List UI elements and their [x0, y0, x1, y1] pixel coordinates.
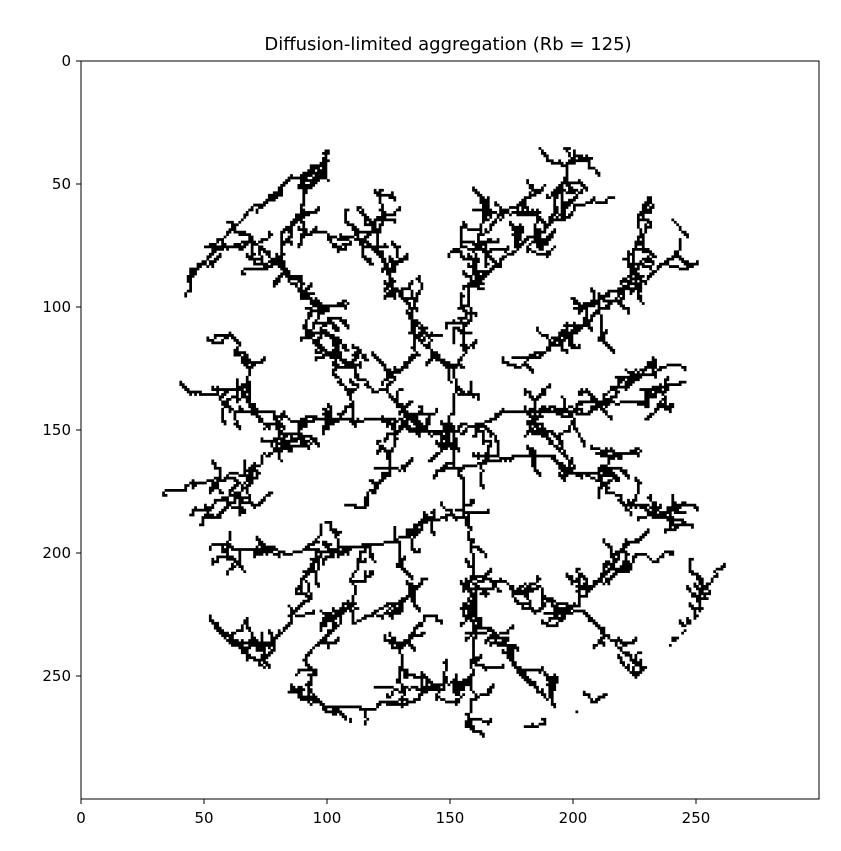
x-tick-label-50: 50 — [194, 809, 213, 827]
x-tick-label-0: 0 — [76, 809, 86, 827]
y-axis: 0 50 100 150 200 250 — [42, 52, 81, 685]
chart-title: Diffusion-limited aggregation (Rb = 125) — [264, 34, 631, 55]
x-tick-label-200: 200 — [559, 809, 588, 827]
y-tick-label-150: 150 — [42, 421, 71, 439]
x-tick-label-150: 150 — [436, 809, 465, 827]
aggregate-layer — [162, 147, 726, 738]
y-tick-label-0: 0 — [61, 52, 71, 70]
y-tick-label-100: 100 — [42, 298, 71, 316]
y-tick-label-250: 250 — [42, 667, 71, 685]
aggregate-cells — [162, 147, 726, 738]
y-tick-label-200: 200 — [42, 544, 71, 562]
x-axis: 0 50 100 150 200 250 — [76, 799, 710, 827]
x-tick-label-100: 100 — [313, 809, 342, 827]
x-tick-label-250: 250 — [682, 809, 711, 827]
y-tick-label-50: 50 — [52, 175, 71, 193]
